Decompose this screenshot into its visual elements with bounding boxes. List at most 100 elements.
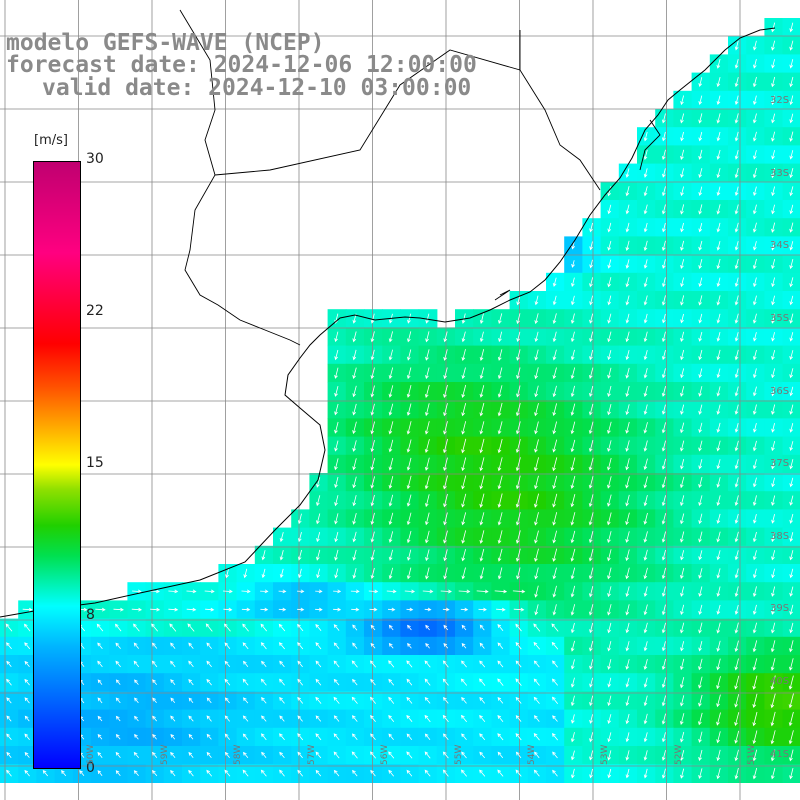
wind-arrow: [315, 751, 322, 759]
wind-arrow: [570, 331, 575, 343]
wind-arrow: [661, 331, 666, 343]
wind-arrow: [643, 677, 648, 688]
wind-arrow: [278, 589, 287, 594]
wind-arrow: [716, 368, 721, 379]
lat-label: 34S: [770, 240, 790, 251]
wind-arrow: [152, 697, 157, 704]
wind-arrow: [424, 384, 430, 398]
wind-arrow: [589, 259, 593, 269]
wind-arrow: [734, 568, 739, 579]
wind-arrow: [716, 658, 721, 671]
wind-arrow: [515, 715, 522, 722]
wind-arrow: [570, 313, 575, 324]
wind-arrow: [753, 241, 757, 251]
wind-arrow: [752, 495, 757, 507]
wind-arrow: [388, 714, 395, 723]
lon-label: 51W: [747, 744, 757, 765]
wind-arrow: [479, 493, 485, 508]
wind-arrow: [643, 622, 648, 634]
wind-arrow: [570, 439, 576, 453]
wind-arrow: [479, 385, 485, 398]
wind-arrow: [479, 512, 485, 526]
wind-arrow: [316, 495, 321, 507]
wind-arrow: [170, 642, 176, 649]
wind-arrow: [534, 493, 539, 508]
wind-arrow: [589, 732, 594, 743]
wind-arrow: [515, 493, 521, 508]
wind-arrow: [734, 513, 739, 524]
wind-arrow: [643, 368, 648, 379]
wind-arrow: [370, 512, 375, 525]
wind-arrow: [516, 295, 521, 306]
wind-arrow: [771, 568, 775, 579]
wind-arrow: [515, 660, 522, 668]
wind-arrow: [388, 642, 394, 649]
wind-arrow: [388, 678, 395, 686]
wind-arrow: [369, 696, 377, 704]
wind-arrow: [680, 259, 685, 270]
wind-arrow: [716, 712, 721, 726]
wind-arrow: [534, 313, 539, 325]
wind-arrow: [425, 512, 430, 526]
coastline: [0, 27, 776, 618]
wind-arrow: [134, 733, 139, 740]
wind-arrow: [370, 457, 375, 471]
wind-arrow: [661, 495, 666, 507]
wind-arrow: [552, 769, 558, 777]
wind-arrow: [24, 697, 30, 704]
wind-arrow: [716, 204, 721, 215]
wind-arrow: [370, 567, 375, 579]
wind-arrow: [607, 277, 612, 288]
wind-arrow: [442, 660, 449, 668]
wind-arrow: [771, 622, 776, 634]
wind-arrow: [752, 622, 757, 634]
wind-arrow: [771, 22, 776, 33]
wind-arrow: [534, 331, 539, 342]
wind-arrow: [516, 567, 521, 580]
wind-arrow: [186, 589, 197, 594]
wind-arrow: [516, 385, 521, 398]
wind-arrow: [734, 749, 739, 762]
wind-arrow: [370, 403, 375, 416]
wind-arrow: [625, 476, 630, 489]
wind-arrow: [261, 660, 267, 668]
wind-arrow: [680, 131, 684, 142]
wind-arrow: [406, 512, 412, 526]
wind-arrow: [298, 568, 302, 579]
wind-arrow: [680, 313, 684, 324]
wind-arrow: [24, 751, 30, 758]
wind-arrow: [22, 607, 33, 612]
colorbar-unit: [m/s]: [34, 133, 68, 148]
wind-arrow: [188, 678, 194, 686]
wind-arrow: [661, 531, 666, 543]
wind-arrow: [516, 367, 521, 380]
wind-arrow: [788, 675, 794, 690]
wind-arrow: [589, 768, 593, 779]
wind-arrow: [242, 623, 249, 632]
wind-arrow: [115, 733, 121, 740]
wind-arrow: [497, 769, 504, 777]
wind-arrow: [406, 696, 413, 704]
wind-arrow: [716, 513, 721, 524]
wind-arrow: [370, 733, 376, 741]
wind-arrow: [771, 459, 776, 470]
wind-arrow: [789, 222, 794, 233]
wind-arrow: [551, 696, 559, 704]
lat-label: 32S: [770, 95, 790, 106]
wind-arrow: [479, 751, 486, 759]
wind-arrow: [661, 349, 666, 361]
wind-arrow: [607, 714, 612, 725]
wind-arrow: [424, 607, 432, 612]
wind-arrow: [388, 696, 395, 704]
wind-arrow: [552, 313, 557, 325]
wind-arrow: [789, 241, 794, 251]
wind-arrow: [607, 476, 612, 489]
wind-arrow: [406, 769, 413, 777]
wind-arrow: [698, 404, 703, 415]
wind-arrow: [698, 168, 703, 179]
wind-arrow: [698, 204, 703, 215]
wind-arrow: [625, 186, 630, 197]
lon-label: 54W: [527, 744, 537, 765]
wind-arrow: [461, 549, 466, 562]
wind-arrow: [625, 259, 630, 269]
